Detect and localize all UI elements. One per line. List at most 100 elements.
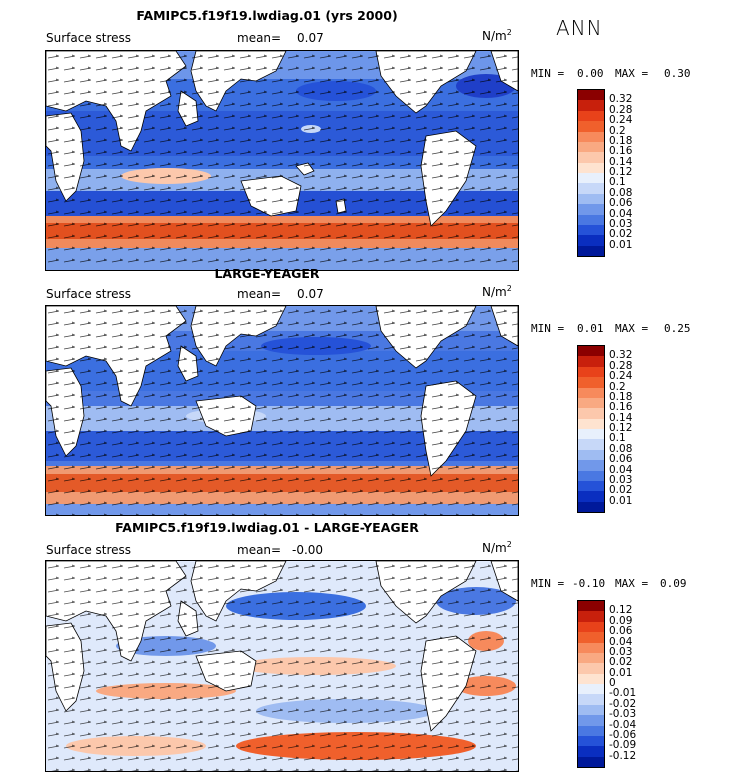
colorbar-tick-label: 0.12 (609, 166, 633, 178)
colorbar-tick-label: 0.03 (609, 645, 633, 658)
colorbar-segment (578, 173, 604, 184)
colorbar (577, 600, 605, 768)
mean-value: 0.07 (297, 287, 324, 301)
colorbar-tick-label: 0.32 (609, 93, 633, 106)
mean-value: 0.07 (297, 31, 324, 45)
colorbar-segment (578, 673, 604, 684)
map-panel-3 (45, 560, 519, 772)
colorbar-tick-label: 0.16 (609, 401, 633, 414)
colorbar-segment (578, 366, 604, 378)
colorbar-tick-label: 0.14 (609, 411, 633, 424)
colorbar-tick-label: 0.04 (609, 635, 633, 648)
colorbar-segment (578, 715, 604, 726)
colorbar-tick-label: -0.01 (609, 687, 637, 700)
colorbar-segment (578, 642, 604, 653)
colorbar-tick-label: 0.01 (609, 494, 633, 507)
colorbar-segment (578, 501, 604, 512)
colorbar-segment (578, 621, 604, 633)
max-value: 0.30 (664, 67, 691, 80)
mean-label: mean= (237, 31, 282, 45)
colorbar-segment (578, 387, 604, 398)
colorbar (577, 345, 605, 513)
colorbar-segment (578, 652, 604, 664)
colorbar-segment (578, 449, 604, 461)
map-panel-2 (45, 305, 519, 516)
max-label: MAX = (615, 577, 649, 590)
colorbar-segment (578, 141, 604, 153)
unit-label: N/m2 (482, 540, 512, 555)
colorbar-tick-label: 0.28 (609, 103, 633, 116)
colorbar-segment (578, 90, 604, 101)
colorbar-tick-label: 0.24 (609, 114, 633, 127)
colorbar-tick-label: 0.2 (609, 124, 626, 137)
colorbar-segment (578, 632, 604, 643)
colorbar-tick-label: 0 (609, 677, 616, 689)
colorbar-segment (578, 725, 604, 736)
colorbar-segment (578, 204, 604, 215)
colorbar-tick-label: 0.08 (609, 186, 633, 199)
colorbar-tick-label: 0.12 (609, 604, 633, 617)
colorbar-segment (578, 224, 604, 236)
colorbar-tick-label: -0.12 (609, 749, 637, 762)
colorbar-segment (578, 611, 604, 622)
map-panel-1 (45, 50, 519, 271)
colorbar-tick-label: 0.18 (609, 134, 633, 147)
colorbar-tick-label: 0.01 (609, 238, 633, 251)
colorbar-tick-label: 0.02 (609, 228, 633, 241)
colorbar-segment (578, 491, 604, 502)
colorbar-tick-label: 0.16 (609, 145, 633, 158)
colorbar-tick-label: 0.06 (609, 453, 633, 466)
colorbar-tick-label: 0.28 (609, 359, 633, 372)
map-canvas (46, 51, 518, 270)
colorbar-segment (578, 470, 604, 481)
colorbar-tick-label: -0.06 (609, 728, 637, 741)
colorbar-segment (578, 100, 604, 111)
panel-title: LARGE-YEAGER (214, 266, 320, 281)
colorbar-tick-label: 0.08 (609, 442, 633, 455)
colorbar-segment (578, 663, 604, 674)
colorbar-segment (578, 183, 604, 194)
colorbar-segment (578, 429, 604, 440)
colorbar-tick-label: 0.04 (609, 207, 633, 220)
colorbar-segment (578, 480, 604, 492)
colorbar (577, 89, 605, 257)
max-label: MAX = (615, 67, 649, 80)
colorbar-segment (578, 110, 604, 122)
colorbar-segment (578, 684, 604, 695)
colorbar-segment (578, 694, 604, 705)
mean-value: -0.00 (292, 543, 324, 557)
colorbar-tick-label: 0.01 (609, 666, 633, 679)
colorbar-tick-label: -0.04 (609, 718, 637, 731)
min-value: 0.00 (577, 67, 604, 80)
colorbar-segment (578, 601, 604, 612)
colorbar-segment (578, 408, 604, 419)
unit-label: N/m2 (482, 284, 512, 299)
min-value: -0.10 (572, 577, 606, 590)
colorbar-tick-label: 0.2 (609, 380, 626, 393)
min-label: MIN = (531, 67, 565, 80)
max-value: 0.25 (664, 322, 691, 335)
colorbar-tick-label: 0.1 (609, 432, 626, 445)
unit-label: N/m2 (482, 28, 512, 43)
colorbar-tick-label: -0.03 (609, 708, 637, 721)
colorbar-tick-label: -0.09 (609, 739, 637, 752)
colorbar-segment (578, 193, 604, 205)
colorbar-segment (578, 735, 604, 747)
colorbar-segment (578, 418, 604, 429)
colorbar-segment (578, 356, 604, 367)
colorbar-tick-label: 0.12 (609, 422, 633, 434)
panel-title: FAMIPC5.f19f19.lwdiag.01 - LARGE-YEAGER (115, 520, 419, 535)
colorbar-tick-label: 0.1 (609, 176, 626, 189)
colorbar-segment (578, 377, 604, 388)
mean-label: mean= (237, 543, 282, 557)
colorbar-segment (578, 346, 604, 357)
min-label: MIN = (531, 577, 565, 590)
season-label: ANN (556, 16, 603, 40)
colorbar-tick-label: 0.24 (609, 370, 633, 383)
colorbar-tick-label: 0.02 (609, 484, 633, 497)
mean-label: mean= (237, 287, 282, 301)
colorbar-tick-label: 0.03 (609, 473, 633, 486)
colorbar-segment (578, 397, 604, 409)
colorbar-segment (578, 121, 604, 132)
colorbar-segment (578, 439, 604, 450)
